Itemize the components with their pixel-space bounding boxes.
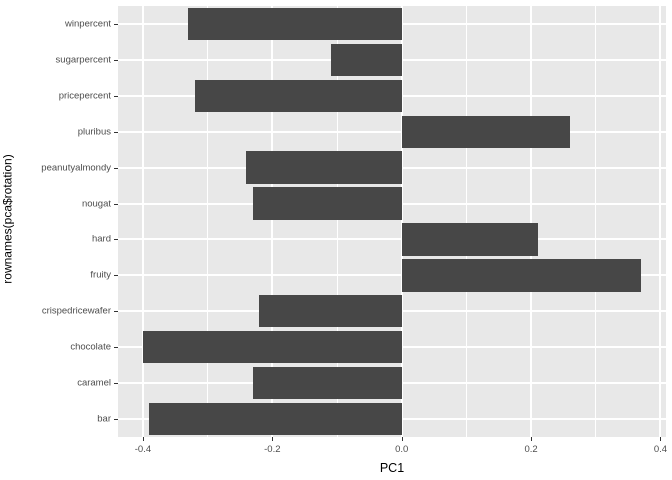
x-tick-label: 0.2 [524, 444, 538, 455]
x-tick-mark [142, 437, 144, 441]
gridline-major-horizontal [118, 274, 666, 277]
gridline-major-vertical [271, 6, 274, 437]
y-tick-mark [114, 311, 118, 313]
y-tick-label-bar: bar [97, 413, 111, 425]
x-tick-label: -0.2 [264, 444, 281, 455]
bar-pricepercent[interactable] [194, 79, 402, 112]
y-tick-mark [114, 23, 118, 25]
gridline-minor-vertical [207, 6, 209, 437]
y-tick-mark [114, 419, 118, 421]
gridline-major-vertical [659, 6, 662, 437]
y-tick-label-crispedricewafer: crispedricewafer [41, 305, 111, 317]
y-tick-label-nougat: nougat [81, 198, 111, 210]
y-tick-label-peanutyalmondy: peanutyalmondy [41, 162, 111, 174]
bar-caramel[interactable] [252, 366, 402, 400]
y-tick-label-hard: hard [91, 233, 111, 245]
y-tick-label-pluribus: pluribus [77, 126, 111, 138]
gridline-minor-vertical [465, 6, 467, 437]
y-tick-label-sugarpercent: sugarpercent [55, 54, 111, 66]
x-tick-label: 0.4 [653, 444, 668, 455]
bar-winpercent[interactable] [188, 7, 402, 41]
x-tick-label: 0.0 [395, 444, 409, 455]
y-tick-label-chocolate: chocolate [70, 341, 111, 353]
gridline-major-vertical [530, 6, 533, 437]
x-tick-mark [401, 437, 403, 441]
bar-sugarpercent[interactable] [330, 43, 402, 77]
y-tick-label-pricepercent: pricepercent [58, 90, 111, 102]
bar-crispedricewafer[interactable] [259, 295, 402, 328]
bar-bar[interactable] [149, 402, 402, 436]
y-tick-label-fruity: fruity [90, 269, 111, 281]
y-tick-mark [114, 95, 118, 97]
y-tick-label-winpercent: winpercent [65, 18, 111, 30]
y-tick-mark [114, 275, 118, 277]
y-tick-mark [114, 131, 118, 133]
gridline-major-vertical [141, 6, 144, 437]
gridline-major-vertical [400, 6, 403, 437]
x-tick-mark [660, 437, 662, 441]
bar-fruity[interactable] [401, 259, 642, 292]
y-tick-mark [114, 59, 118, 61]
bar-peanutyalmondy[interactable] [246, 151, 402, 184]
bar-nougat[interactable] [252, 187, 402, 220]
gridline-minor-vertical [336, 6, 338, 437]
x-tick-label: -0.4 [134, 444, 152, 455]
x-tick-mark [272, 437, 274, 441]
y-tick-label-caramel: caramel [77, 377, 111, 389]
gridline-major-horizontal [118, 238, 666, 241]
bar-pluribus[interactable] [401, 115, 570, 148]
y-tick-mark [114, 239, 118, 241]
y-tick-mark [114, 347, 118, 349]
x-axis-title: PC1 [379, 461, 405, 475]
x-tick-mark [531, 437, 533, 441]
bar-chocolate[interactable] [142, 331, 402, 364]
y-tick-mark [114, 203, 118, 205]
y-tick-mark [114, 383, 118, 385]
gridline-major-horizontal [118, 130, 666, 133]
y-axis-title-text: rownames(pca$rotation) [1, 153, 15, 284]
y-axis-title: rownames(pca$rotation) [0, 0, 16, 437]
bar-hard[interactable] [401, 223, 538, 256]
y-tick-mark [114, 167, 118, 169]
gridline-minor-vertical [595, 6, 597, 437]
plot-panel [118, 6, 666, 437]
